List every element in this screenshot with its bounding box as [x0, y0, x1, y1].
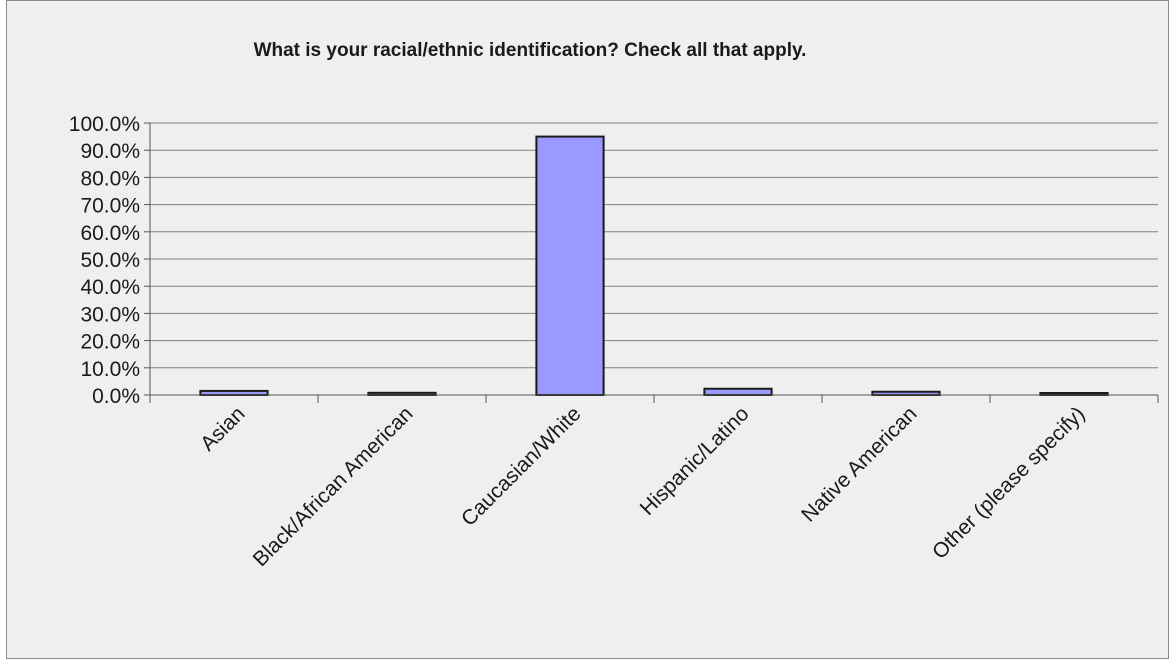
y-tick-label: 80.0% [80, 167, 140, 190]
x-tick-label: Black/African American [249, 402, 418, 571]
y-tick-label: 40.0% [80, 276, 140, 299]
bars [199, 135, 1109, 397]
y-tick-label: 60.0% [80, 222, 140, 245]
bar [703, 387, 773, 396]
x-tick-label: Asian [196, 402, 249, 455]
x-tick-label: Native American [797, 402, 921, 526]
x-tick-label: Hispanic/Latino [636, 402, 754, 520]
y-tick-label: 70.0% [80, 195, 140, 218]
x-tick-label: Other (please specify) [928, 402, 1090, 564]
y-tick-label: 50.0% [80, 249, 140, 272]
bar [535, 135, 605, 396]
gridlines [150, 122, 1158, 369]
y-tick-label: 90.0% [80, 140, 140, 163]
x-tick-label: Caucasian/White [457, 402, 586, 531]
y-tick-label: 0.0% [92, 385, 140, 408]
y-tick-label: 10.0% [80, 358, 140, 381]
x-axis: Asian Black/African American Caucasian/Whi… [149, 394, 1159, 571]
chart-title: What is your racial/ethnic identificatio… [254, 40, 807, 61]
y-tick-label: 100.0% [69, 113, 140, 136]
y-tick-label: 30.0% [80, 303, 140, 326]
bar [199, 389, 269, 397]
y-axis: 0.0% 10.0% 20.0% 30.0% 40.0% 50.0% 60.0% 70.0% 8… [69, 113, 151, 408]
y-tick-label: 20.0% [80, 331, 140, 354]
